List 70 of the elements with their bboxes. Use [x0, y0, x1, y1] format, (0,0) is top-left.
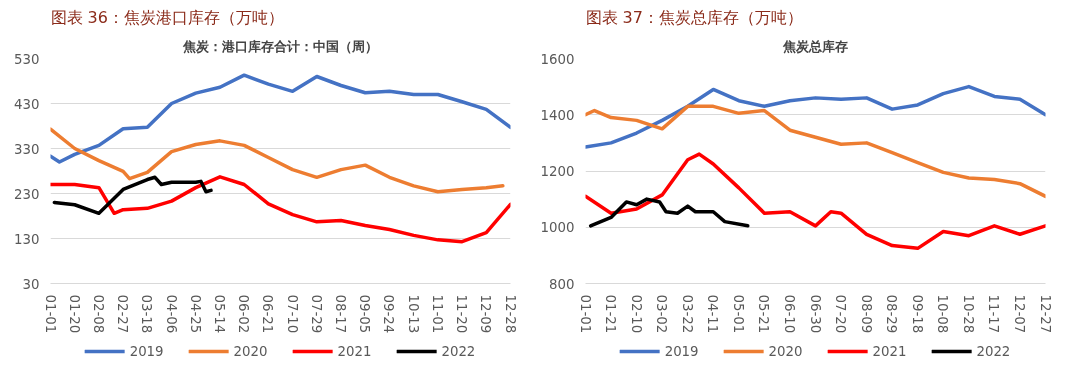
- x-tick-label: 01-01: [577, 294, 593, 334]
- legend-label: 2021: [337, 343, 372, 359]
- x-tick-label: 06-10: [781, 294, 797, 334]
- x-tick-label: 07-20: [833, 294, 849, 334]
- y-tick-label: 1000: [540, 220, 575, 236]
- line-series: [52, 175, 213, 216]
- x-tick-label: 04-25: [187, 294, 203, 334]
- x-tick-label: 06-21: [260, 294, 276, 334]
- x-tick-label: 07-29: [308, 294, 324, 334]
- chart-title: 图表 37：焦炭总库存（万吨）: [585, 7, 803, 27]
- x-tick-label: 12-09: [478, 294, 494, 334]
- chart-subtitle: 焦炭总库存: [782, 38, 848, 54]
- y-tick-label: 230: [14, 186, 40, 202]
- legend-label: 2022: [976, 343, 1011, 359]
- x-tick-label: 10-13: [405, 294, 421, 334]
- legend-label: 2021: [872, 343, 907, 359]
- x-tick-label: 01-21: [603, 294, 619, 334]
- y-tick-label: 530: [14, 51, 40, 67]
- legend-label: 2020: [233, 343, 268, 359]
- x-tick-label: 01-01: [42, 294, 58, 334]
- x-tick-label: 01-20: [66, 294, 82, 334]
- x-tick-label: 10-28: [960, 294, 976, 334]
- line-series: [50, 175, 511, 244]
- y-tick-label: 1200: [540, 164, 575, 179]
- x-tick-label: 06-02: [236, 294, 252, 334]
- line-series: [585, 152, 1046, 251]
- x-tick-label: 02-27: [115, 294, 131, 334]
- line-series: [50, 127, 505, 194]
- x-tick-label: 03-22: [679, 294, 695, 334]
- x-tick-label: 05-21: [756, 294, 772, 334]
- x-tick-label: 05-01: [730, 294, 746, 334]
- x-tick-label: 05-14: [211, 294, 227, 334]
- x-tick-label: 07-10: [284, 294, 300, 334]
- legend-label: 2022: [441, 343, 476, 359]
- x-tick-label: 03-02: [654, 294, 670, 334]
- legend-label: 2020: [768, 343, 803, 359]
- x-tick-label: 03-18: [139, 294, 155, 334]
- x-tick-label: 09-24: [381, 294, 397, 334]
- y-tick-label: 430: [14, 96, 40, 112]
- x-tick-label: 09-18: [909, 294, 925, 334]
- line-series: [588, 197, 750, 228]
- x-tick-label: 12-07: [1011, 294, 1027, 334]
- x-tick-label: 10-08: [935, 294, 951, 334]
- x-tick-label: 08-09: [858, 294, 874, 334]
- legend-label: 2019: [129, 343, 164, 359]
- x-tick-label: 08-17: [333, 294, 349, 334]
- y-tick-label: 130: [14, 231, 40, 247]
- y-tick-label: 1400: [540, 107, 575, 123]
- x-tick-label: 02-10: [628, 294, 644, 334]
- y-tick-label: 800: [549, 276, 575, 292]
- x-tick-label: 02-08: [90, 294, 106, 334]
- x-tick-label: 12-27: [1037, 294, 1053, 334]
- y-tick-label: 30: [22, 276, 40, 292]
- x-tick-label: 06-30: [807, 294, 823, 334]
- x-tick-label: 08-29: [884, 294, 900, 334]
- x-tick-label: 11-17: [986, 294, 1002, 334]
- legend-label: 2019: [664, 343, 699, 359]
- y-tick-label: 1600: [540, 51, 575, 67]
- x-tick-label: 04-11: [705, 294, 721, 334]
- y-tick-label: 330: [14, 141, 40, 157]
- x-tick-label: 04-06: [163, 294, 179, 334]
- x-tick-label: 11-20: [454, 294, 470, 334]
- x-tick-label: 12-28: [502, 294, 518, 334]
- x-tick-label: 11-01: [429, 294, 445, 334]
- chart-subtitle: 焦炭：港口库存合计：中国（周）: [182, 38, 378, 54]
- chart-title: 图表 36：焦炭港口库存（万吨）: [50, 7, 284, 27]
- x-tick-label: 09-05: [357, 294, 373, 334]
- line-series: [50, 73, 511, 164]
- line-series: [585, 84, 1046, 149]
- line-series: [585, 104, 1046, 199]
